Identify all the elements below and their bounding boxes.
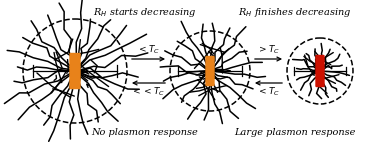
Text: R$_H$ finishes decreasing: R$_H$ finishes decreasing <box>238 6 352 19</box>
Text: $> T_C$: $> T_C$ <box>257 43 280 56</box>
Text: $< T_C$: $< T_C$ <box>257 86 280 99</box>
Text: No plasmon response: No plasmon response <box>91 128 198 137</box>
Text: $<< T_C$: $<< T_C$ <box>132 86 166 99</box>
Text: Large plasmon response: Large plasmon response <box>234 128 356 137</box>
Text: $< T_C$: $< T_C$ <box>137 43 160 56</box>
FancyBboxPatch shape <box>205 56 215 86</box>
FancyBboxPatch shape <box>69 53 81 89</box>
FancyBboxPatch shape <box>315 55 325 87</box>
Text: R$_H$ starts decreasing: R$_H$ starts decreasing <box>93 6 197 19</box>
